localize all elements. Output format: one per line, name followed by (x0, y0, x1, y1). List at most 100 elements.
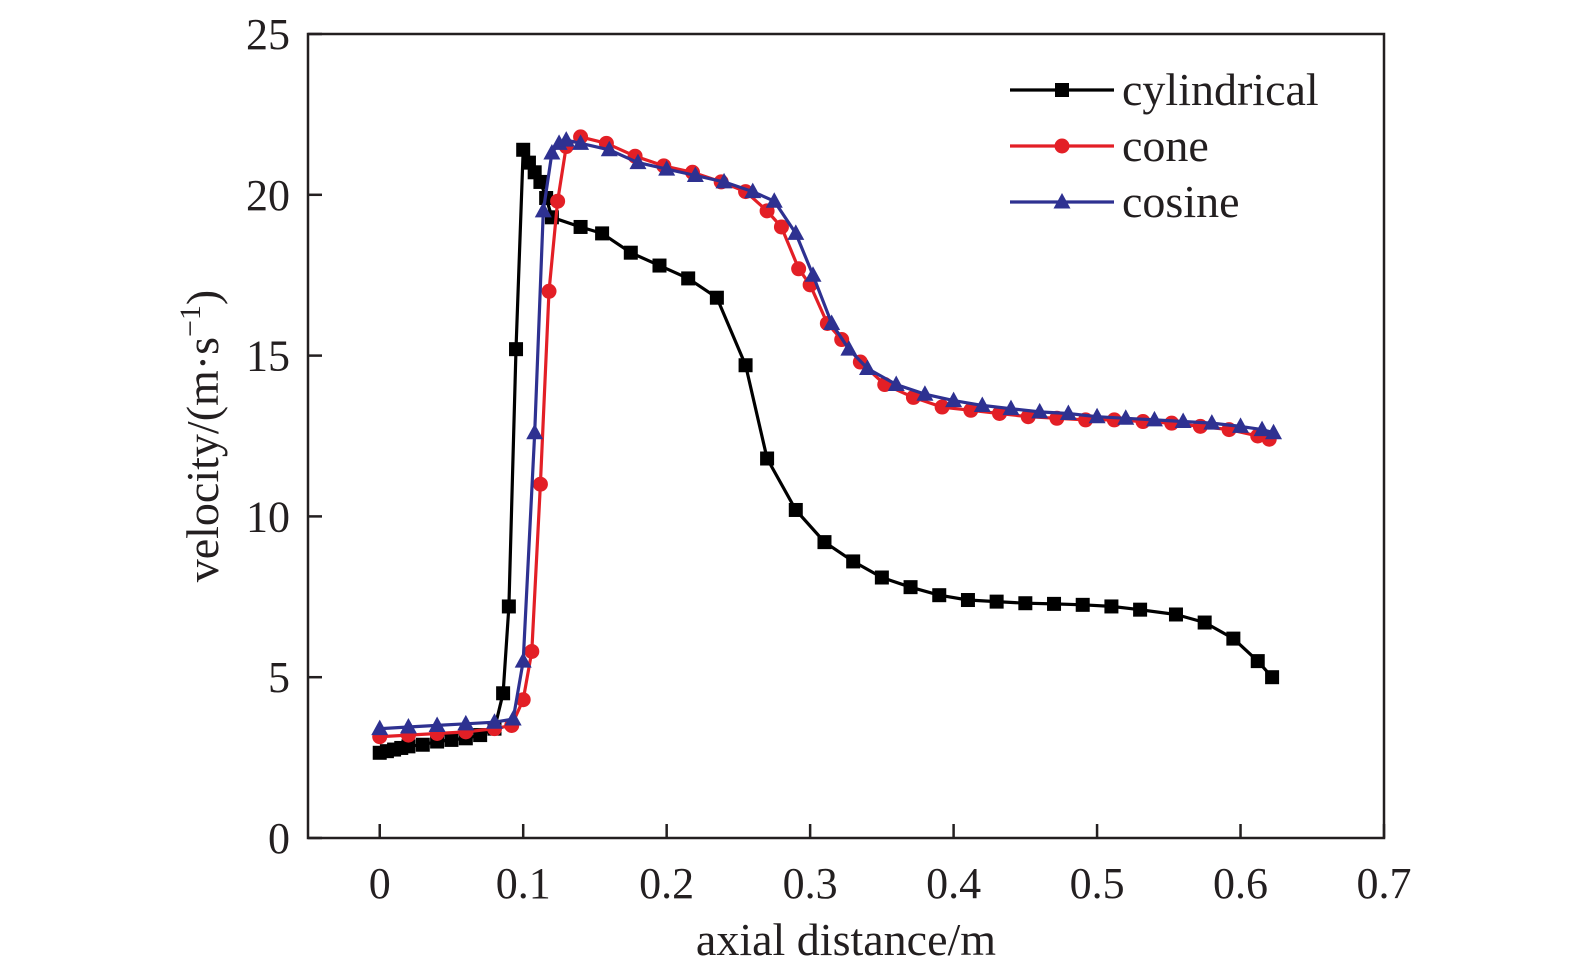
data-point-cylindrical (817, 535, 832, 550)
data-point-cylindrical (1133, 602, 1148, 617)
series-line-cylindrical (379, 148, 1274, 755)
legend-label: cylindrical (1122, 64, 1319, 115)
data-point-cone (550, 193, 566, 209)
data-point-cone (1106, 412, 1122, 428)
y-tick-label: 0 (268, 814, 290, 863)
data-point-cylindrical (903, 580, 918, 595)
data-point-cylindrical (709, 290, 724, 305)
data-point-cone (905, 389, 921, 405)
data-point-cosine (526, 423, 544, 440)
data-point-cylindrical (595, 226, 610, 241)
x-tick-label: 0.3 (783, 859, 838, 908)
y-tick-label: 25 (246, 10, 290, 59)
data-point-cosine (765, 192, 783, 208)
x-tick-label: 0.1 (496, 859, 551, 908)
data-point-cosine (1031, 402, 1049, 419)
x-tick-label: 0.5 (1070, 859, 1125, 908)
data-point-cylindrical (444, 732, 459, 747)
legend-item-cosine: cosine (1010, 176, 1240, 227)
series-layer (371, 129, 1283, 760)
series-cylindrical (372, 142, 1280, 760)
data-point-cylindrical (681, 271, 696, 286)
data-point-cylindrical (738, 358, 753, 373)
data-point-cosine (514, 652, 532, 668)
data-point-cylindrical (788, 502, 803, 517)
y-tick-label: 15 (246, 332, 290, 381)
data-point-cylindrical (509, 342, 524, 357)
data-point-cylindrical (1168, 607, 1183, 622)
y-axis-label: velocity/(m·s−1) (174, 290, 228, 583)
data-point-cylindrical (1018, 596, 1033, 611)
data-point-cosine (399, 718, 417, 734)
data-point-cone (1164, 415, 1180, 431)
data-point-cosine (973, 396, 991, 412)
data-point-cone (963, 402, 979, 418)
data-point-cylindrical (623, 245, 638, 260)
y-tick-label: 5 (268, 653, 290, 702)
x-axis-label: axial distance/m (696, 914, 996, 965)
data-point-cosine (534, 201, 552, 218)
data-point-cosine (887, 375, 905, 392)
legend-item-cylindrical: cylindrical (1010, 64, 1319, 115)
data-point-cone (773, 219, 789, 235)
data-point-cosine (1253, 420, 1271, 437)
data-point-cosine (428, 716, 446, 732)
data-point-cone (934, 399, 950, 415)
data-point-cylindrical (874, 570, 889, 585)
y-tick-label: 10 (246, 492, 290, 541)
data-point-cylindrical (932, 588, 947, 603)
y-axis-label-main: velocity/(m·s (177, 337, 228, 582)
data-point-cosine (945, 391, 963, 408)
data-point-cylindrical (573, 219, 588, 234)
data-point-cosine (1117, 409, 1135, 425)
data-point-cosine (572, 134, 590, 150)
data-point-cosine (840, 340, 858, 356)
data-point-cosine (504, 710, 522, 726)
data-point-cylindrical (516, 142, 531, 157)
data-point-cylindrical (846, 554, 861, 569)
data-point-cylindrical (960, 593, 975, 608)
data-point-cylindrical (1265, 670, 1280, 685)
legend-marker (1055, 83, 1069, 97)
legend-label: cosine (1122, 176, 1240, 227)
data-point-cylindrical (401, 739, 416, 754)
data-point-cosine (823, 314, 841, 330)
legend-label: cone (1122, 120, 1209, 171)
data-point-cosine (1203, 414, 1221, 430)
data-point-cosine (658, 160, 676, 176)
data-point-cylindrical (1250, 654, 1265, 669)
data-point-cosine (1232, 417, 1250, 433)
data-point-cosine (457, 714, 475, 731)
y-axis-label-sup: −1 (174, 305, 207, 337)
legend-marker (1054, 138, 1070, 154)
data-point-cosine (1088, 407, 1106, 424)
data-point-cone (532, 476, 548, 492)
data-point-cosine (600, 140, 618, 157)
legend-item-cone: cone (1010, 120, 1209, 171)
data-point-cosine (859, 359, 877, 375)
data-point-cylindrical (652, 258, 667, 273)
data-point-cylindrical (1047, 596, 1062, 611)
x-tick-label: 0.2 (639, 859, 694, 908)
data-point-cosine (1059, 404, 1077, 420)
data-point-cone (1020, 409, 1036, 425)
data-point-cosine (787, 224, 805, 240)
data-point-cosine (1265, 423, 1283, 440)
series-line-cosine (379, 138, 1274, 731)
data-point-cosine (744, 182, 762, 199)
y-tick-label: 20 (246, 171, 290, 220)
axis-ticks: 0 0.1 0.2 0.3 0.4 0.5 0.6 0.7 0 5 10 15 20 25 (246, 10, 1412, 908)
data-point-cosine (1174, 412, 1192, 429)
x-tick-label: 0.6 (1213, 859, 1268, 908)
data-point-cylindrical (1197, 615, 1212, 630)
data-point-cylindrical (1104, 599, 1119, 614)
legend-marker (1053, 193, 1071, 209)
plot-frame (306, 32, 1386, 840)
data-point-cylindrical (1226, 631, 1241, 646)
data-point-cone (992, 405, 1008, 421)
data-point-cosine (371, 719, 389, 736)
data-point-cone (515, 692, 531, 708)
series-cosine (371, 131, 1283, 736)
